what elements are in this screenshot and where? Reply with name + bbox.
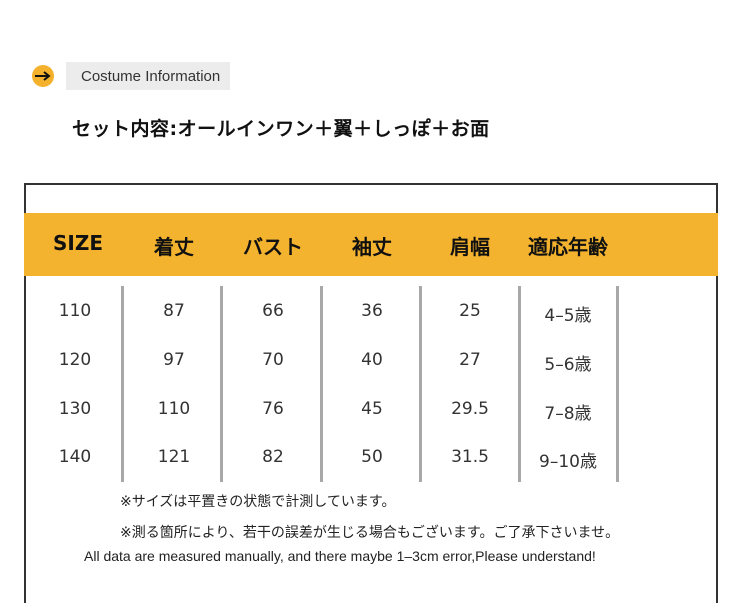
table-cell: 50 (361, 447, 383, 467)
section-header: Costume Information (32, 62, 231, 90)
table-cell: 31.5 (451, 447, 489, 467)
size-table (24, 183, 718, 603)
header-shoulder: 肩幅 (450, 235, 490, 259)
table-cell: 110 (157, 399, 191, 419)
table-cell: 76 (262, 399, 284, 419)
column-divider (220, 286, 223, 482)
note-measure-error: ※測る箇所により、若干の誤差が生じる場合もございます。ご了承下さいませ。 (120, 525, 620, 541)
table-cell: 110 (58, 301, 92, 321)
column-divider (518, 286, 521, 482)
table-cell: 45 (361, 399, 383, 419)
table-cell: 70 (262, 350, 284, 370)
table-cell: 25 (459, 301, 481, 321)
table-cell: 140 (58, 447, 92, 467)
table-cell: 5–6歳 (544, 355, 592, 375)
column-divider (616, 286, 619, 482)
set-contents: セット内容:オールインワン＋翼＋しっぽ＋お面 (72, 118, 490, 140)
column-divider (419, 286, 422, 482)
table-cell: 66 (262, 301, 284, 321)
table-cell: 7–8歳 (544, 404, 592, 424)
column-divider (320, 286, 323, 482)
table-cell: 36 (361, 301, 383, 321)
table-cell: 9–10歳 (539, 452, 597, 472)
arrow-right-icon (32, 65, 54, 87)
table-cell: 40 (361, 350, 383, 370)
table-cell: 29.5 (451, 399, 489, 419)
note-measure-flat: ※サイズは平置きの状態で計測しています。 (120, 494, 396, 510)
column-divider (121, 286, 124, 482)
header-sleeve: 袖丈 (352, 235, 392, 259)
table-cell: 4–5歳 (544, 306, 592, 326)
header-age: 適応年齢 (528, 235, 608, 259)
table-cell: 27 (459, 350, 481, 370)
table-cell: 97 (163, 350, 185, 370)
header-bust: バスト (243, 235, 303, 259)
table-cell: 87 (163, 301, 185, 321)
note-english: All data are measured manually, and ther… (84, 548, 596, 564)
header-size: SIZE (52, 231, 104, 255)
header-length: 着丈 (154, 235, 194, 259)
table-cell: 130 (58, 399, 92, 419)
section-label: Costume Information (66, 62, 231, 90)
table-cell: 120 (58, 350, 92, 370)
table-cell: 121 (157, 447, 191, 467)
table-header-band (24, 213, 718, 276)
table-cell: 82 (262, 447, 284, 467)
